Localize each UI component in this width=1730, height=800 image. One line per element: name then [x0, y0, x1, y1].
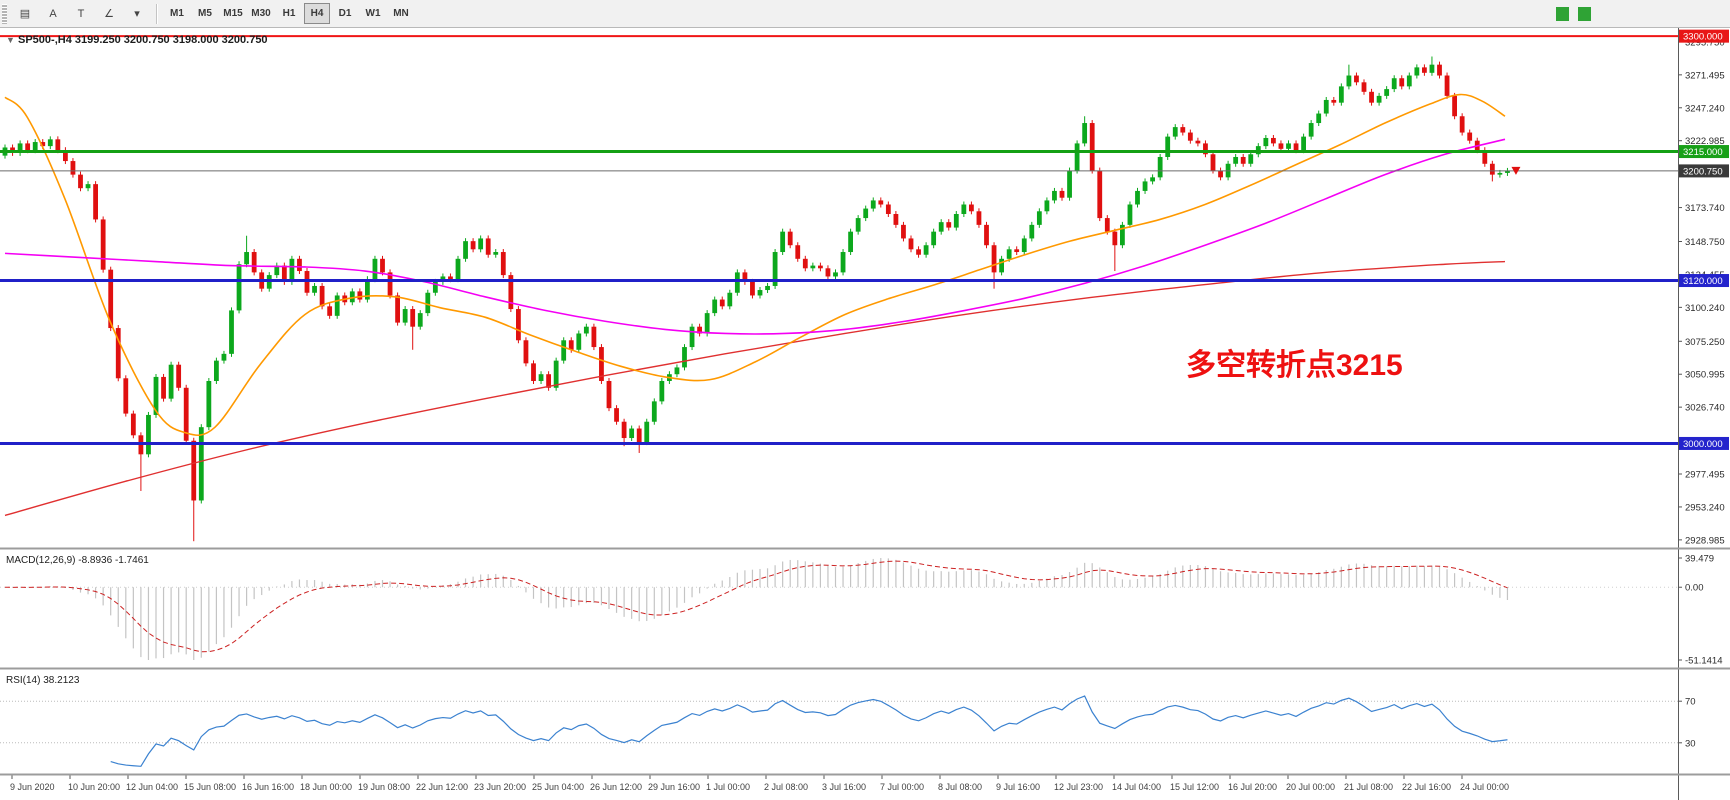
pane-separators[interactable] [0, 547, 1730, 776]
chart-list-icon[interactable]: ▤ [19, 8, 31, 20]
time-axis-label: 22 Jul 16:00 [1402, 782, 1451, 792]
current-price-badge [1679, 164, 1729, 178]
macd-scale-label: 39.479 [1685, 554, 1714, 565]
time-axis[interactable]: 9 Jun 2020 10 Jun 20:00 12 Jun 04:00 15 Jun… [10, 775, 1509, 792]
toolbar-separator [156, 3, 158, 24]
price-scale-label: 2953.240 [1685, 502, 1725, 513]
green-marker-1 [1556, 7, 1569, 21]
rsi-scale-label: 30 [1685, 738, 1696, 749]
horizontal-lines-layer[interactable] [0, 35, 1678, 445]
text-label-icon[interactable]: A [49, 7, 57, 20]
moving-averages-layer [4, 93, 1506, 517]
price-scale-label: 3173.740 [1685, 203, 1725, 214]
time-axis-label: 21 Jul 08:00 [1344, 782, 1393, 792]
last-price-marker [1511, 166, 1521, 175]
svg-text:3200.750: 3200.750 [1683, 166, 1723, 177]
price-scale-label: 3271.495 [1685, 70, 1725, 81]
rsi-scale-label: 70 [1685, 697, 1696, 708]
price-scale-label: 3148.750 [1685, 237, 1725, 248]
text-tool-icon[interactable]: T [77, 7, 85, 20]
timeframe-toolbar: M1 M5 M15 M30 H1 H4 D1 W1 MN [163, 0, 415, 27]
time-axis-label: 23 Jun 20:00 [474, 782, 526, 792]
price-scale-label: 2977.495 [1685, 470, 1725, 481]
macd-pane[interactable] [0, 558, 1678, 660]
time-axis-label: 26 Jun 12:00 [590, 782, 642, 792]
time-axis-label: 1 Jul 00:00 [706, 782, 750, 792]
shapes-dropdown-caret[interactable]: ▾ [134, 8, 140, 20]
time-axis-label: 14 Jul 04:00 [1112, 782, 1161, 792]
price-scale-label: 3075.250 [1685, 337, 1725, 348]
timeframe-button-m5[interactable]: M5 [198, 8, 212, 19]
toolbar-grip[interactable] [2, 3, 7, 24]
price-scale-label: 3222.985 [1685, 136, 1725, 147]
time-axis-label: 15 Jun 08:00 [184, 782, 236, 792]
time-axis-label: 25 Jun 04:00 [532, 782, 584, 792]
macd-scale-label: 0.00 [1685, 583, 1704, 594]
svg-text:3000.000: 3000.000 [1683, 439, 1723, 450]
time-axis-label: 7 Jul 00:00 [880, 782, 924, 792]
shapes-tool-icon[interactable]: ∠ [104, 8, 114, 20]
time-axis-label: 9 Jun 2020 [10, 782, 55, 792]
svg-text:3300.000: 3300.000 [1683, 32, 1723, 43]
time-axis-label: 18 Jun 00:00 [300, 782, 352, 792]
hline-3120-badge [1679, 274, 1729, 288]
ma-line-orange [4, 93, 1506, 437]
timeframe-button-h1[interactable]: H1 [282, 8, 296, 19]
time-axis-label: 22 Jun 12:00 [416, 782, 468, 792]
hline-3215-badge [1679, 145, 1729, 159]
timeframe-button-h4[interactable]: H4 [304, 3, 330, 24]
rsi-line [110, 695, 1508, 767]
macd-scale-label: -51.1414 [1685, 656, 1723, 667]
time-axis-label: 3 Jul 16:00 [822, 782, 866, 792]
time-axis-label: 8 Jul 08:00 [938, 782, 982, 792]
price-scale-label: 3100.240 [1685, 303, 1725, 314]
ma-line-red [4, 260, 1506, 517]
macd-label: MACD(12,26,9) -8.8936 -1.7461 [6, 555, 149, 566]
time-axis-label: 15 Jul 12:00 [1170, 782, 1219, 792]
timeframe-button-w1[interactable]: W1 [365, 8, 381, 19]
time-axis-label: 16 Jul 20:00 [1228, 782, 1277, 792]
time-axis-label: 29 Jun 16:00 [648, 782, 700, 792]
green-marker-2 [1578, 7, 1591, 21]
timeframe-button-m30[interactable]: M30 [251, 8, 271, 19]
time-axis-label: 2 Jul 08:00 [764, 782, 808, 792]
time-axis-label: 16 Jun 16:00 [242, 782, 294, 792]
price-annotation-text[interactable]: 多空转折点3215 [1186, 349, 1403, 382]
svg-text:3120.000: 3120.000 [1683, 276, 1723, 287]
time-axis-label: 20 Jul 00:00 [1286, 782, 1335, 792]
chart-toolbar: ▤ A T ∠ ▾ M1 M5 M15 M30 H1 H4 D1 W1 MN [0, 0, 1730, 28]
time-axis-label: 12 Jul 23:00 [1054, 782, 1103, 792]
timeframe-button-m1[interactable]: M1 [170, 8, 184, 19]
time-axis-label: 19 Jun 08:00 [358, 782, 410, 792]
rsi-pane[interactable] [0, 695, 1678, 767]
drawing-tools-group: ▤ A T ∠ ▾ [11, 0, 151, 27]
timeframe-button-d1[interactable]: D1 [338, 8, 352, 19]
rsi-label: RSI(14) 38.2123 [6, 675, 80, 686]
time-axis-label: 24 Jul 00:00 [1460, 782, 1509, 792]
price-scale-label: 3247.240 [1685, 103, 1725, 114]
macd-signal-line [4, 560, 1508, 653]
ma-line-magenta [4, 138, 1506, 335]
time-axis-label: 12 Jun 04:00 [126, 782, 178, 792]
svg-text:3215.000: 3215.000 [1683, 147, 1723, 158]
candles-layer [2, 56, 1510, 542]
timeframe-button-m15[interactable]: M15 [223, 8, 243, 19]
price-scale-label: 3050.995 [1685, 370, 1725, 381]
price-scale[interactable]: 3295.750 3271.495 3247.240 3222.985 3173.740… [1678, 28, 1730, 800]
chart-canvas[interactable]: 3295.750 3271.495 3247.240 3222.985 3173.740… [0, 28, 1730, 800]
chart-title: SP500-,H4 3199.250 3200.750 3198.000 320… [18, 34, 268, 46]
timeframe-button-mn[interactable]: MN [393, 8, 409, 19]
toolbar-green-markers [1556, 7, 1591, 21]
price-scale-label: 3295.750 [1685, 37, 1725, 48]
hline-3000-badge [1679, 436, 1729, 450]
price-scale-label: 3026.740 [1685, 403, 1725, 414]
hline-3300-badge [1679, 29, 1729, 43]
time-axis-label: 10 Jun 20:00 [68, 782, 120, 792]
price-scale-label: 2928.985 [1685, 535, 1725, 546]
chart-title-marker: ▼ [6, 35, 15, 45]
time-axis-label: 9 Jul 16:00 [996, 782, 1040, 792]
